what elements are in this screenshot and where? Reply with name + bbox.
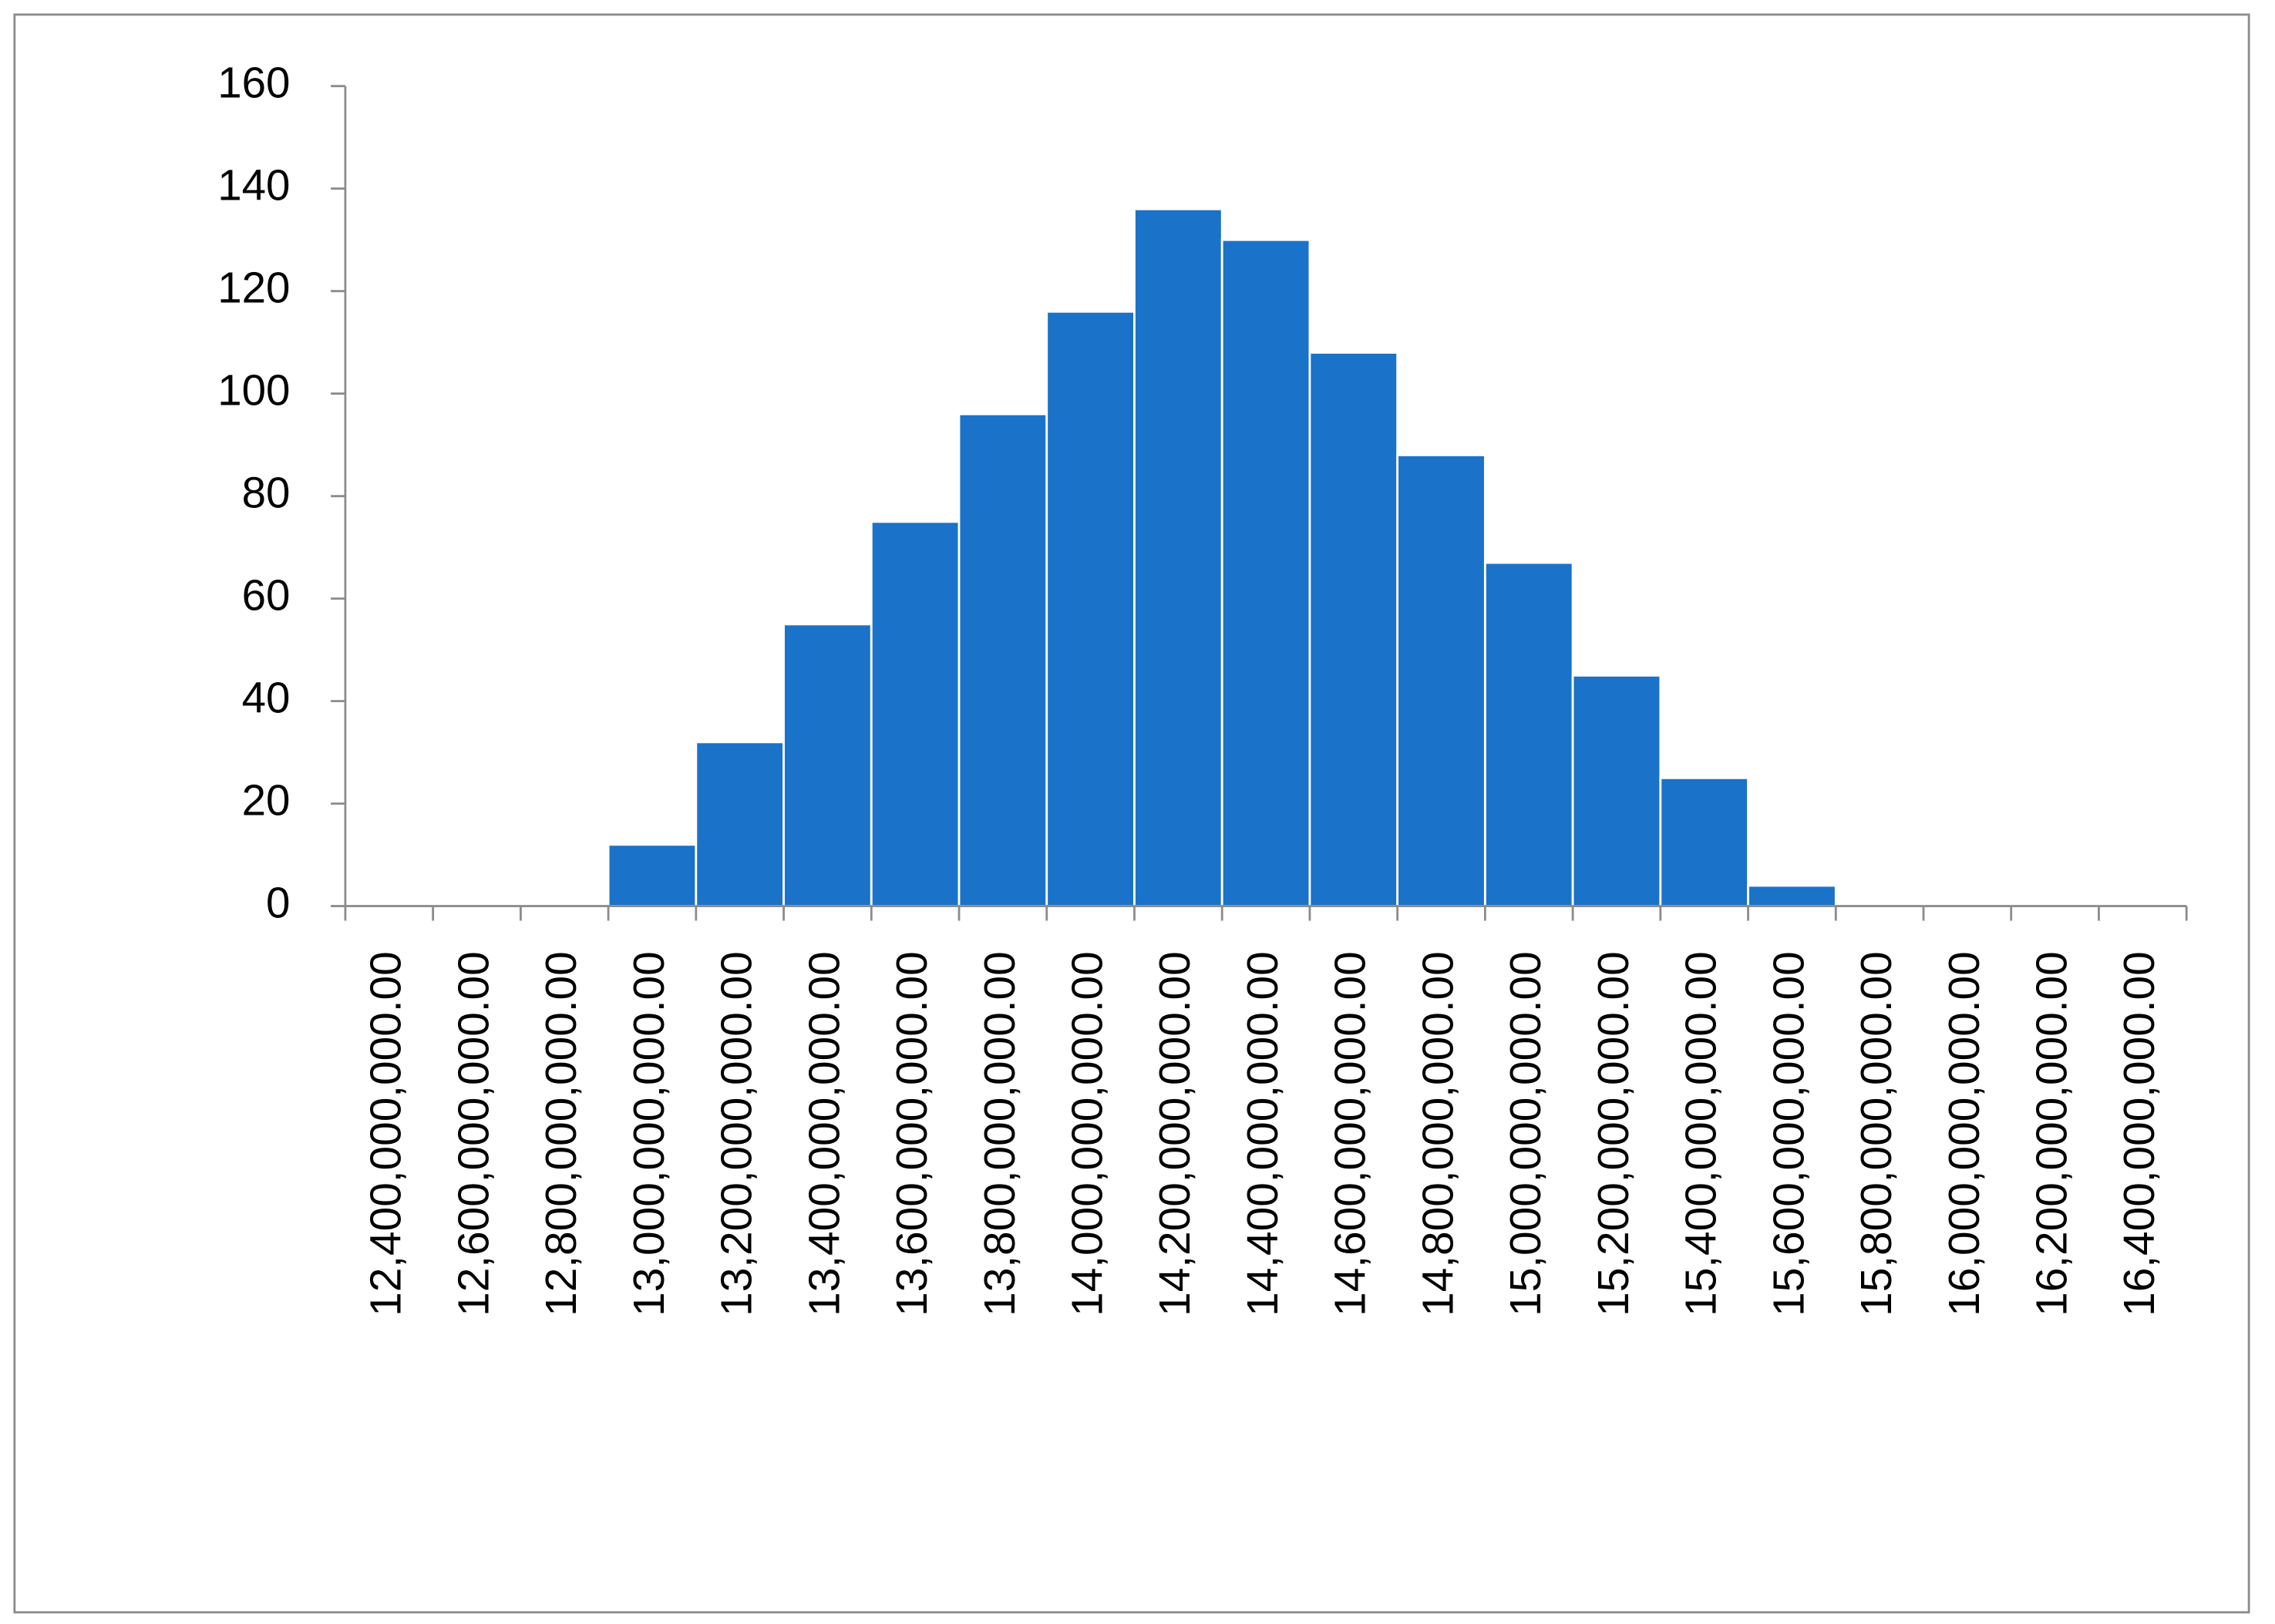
x-tick-label: 16,400,000,000.00 (2115, 951, 2163, 1316)
x-tick-label: 14,000,000,000.00 (1063, 951, 1112, 1316)
x-tick-label: 14,600,000,000.00 (1326, 951, 1375, 1316)
x-tick-label: 16,000,000,000.00 (1940, 951, 1988, 1316)
x-tick-label: 15,200,000,000.00 (1589, 951, 1637, 1316)
x-tick-label: 15,600,000,000.00 (1764, 951, 1812, 1316)
bar (695, 741, 785, 908)
y-tick-label: 60 (242, 570, 291, 619)
bar (1220, 238, 1311, 908)
x-tick-label: 15,000,000,000.00 (1501, 951, 1550, 1316)
x-tick-label: 13,200,000,000.00 (712, 951, 761, 1316)
x-tick-label: 14,400,000,000.00 (1238, 951, 1287, 1316)
y-tick-label: 100 (217, 366, 290, 415)
x-tick-label: 15,400,000,000.00 (1677, 951, 1725, 1316)
x-tick-label: 13,000,000,000.00 (624, 951, 673, 1316)
bar (1133, 207, 1223, 908)
bar (870, 520, 961, 908)
y-tick-label: 80 (242, 468, 291, 516)
x-tick-label: 14,200,000,000.00 (1150, 951, 1199, 1316)
x-tick-label: 15,800,000,000.00 (1852, 951, 1900, 1316)
x-tick-label: 12,400,000,000.00 (362, 951, 410, 1316)
bar (1308, 351, 1399, 908)
bar (1571, 674, 1662, 908)
x-tick-label: 12,600,000,000.00 (449, 951, 498, 1316)
x-tick-label: 13,600,000,000.00 (887, 951, 936, 1316)
bar (607, 843, 698, 908)
y-tick-label: 20 (242, 775, 291, 824)
bar (782, 623, 873, 908)
bar (1747, 884, 1837, 908)
y-tick-label: 40 (242, 673, 291, 721)
bar (1659, 776, 1749, 908)
bar (1483, 561, 1574, 908)
x-tick-label: 14,800,000,000.00 (1414, 951, 1462, 1316)
y-tick-label: 140 (217, 161, 290, 210)
bar (1396, 454, 1486, 908)
bar (957, 412, 1048, 908)
bar (1045, 310, 1136, 908)
x-tick-label: 12,800,000,000.00 (537, 951, 585, 1316)
x-tick-label: 13,400,000,000.00 (799, 951, 848, 1316)
y-tick-label: 0 (266, 878, 290, 926)
x-tick-label: 16,200,000,000.00 (2028, 951, 2076, 1316)
y-tick-label: 120 (217, 264, 290, 312)
y-tick-label: 160 (217, 59, 290, 107)
x-tick-label: 13,800,000,000.00 (975, 951, 1024, 1316)
